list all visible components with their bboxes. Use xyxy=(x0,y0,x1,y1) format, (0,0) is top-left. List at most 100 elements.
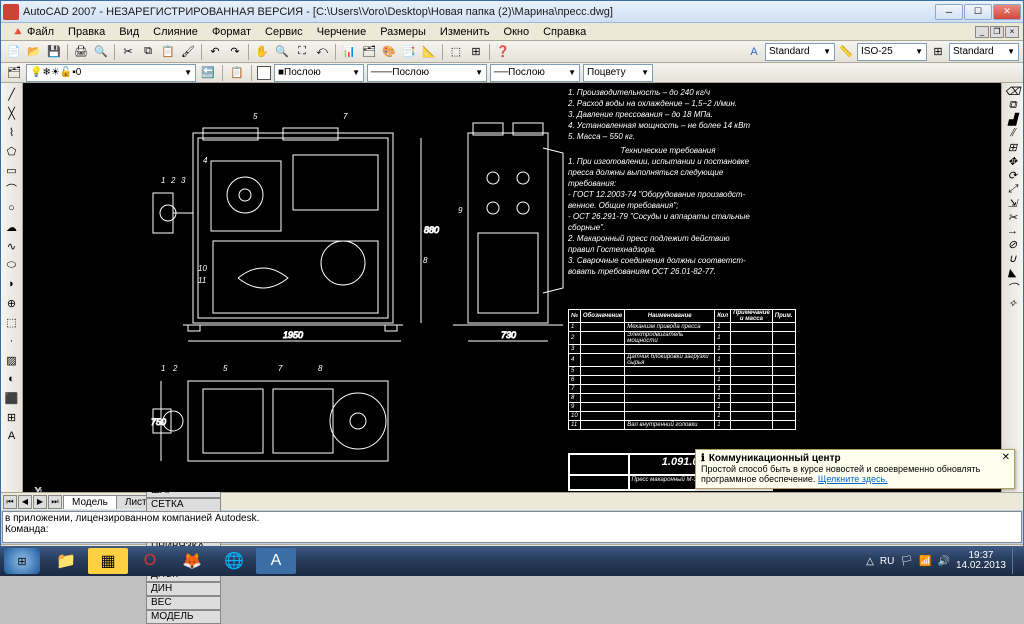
pan-icon[interactable]: ✋ xyxy=(253,43,271,61)
tbl-combo[interactable]: Standard▼ xyxy=(949,43,1019,61)
menu-window[interactable]: Окно xyxy=(498,26,536,38)
tc-icon[interactable]: ▦ xyxy=(88,548,128,574)
mirror-icon[interactable]: ▟ xyxy=(1008,113,1016,126)
tray-net-icon[interactable]: 📶 xyxy=(919,556,931,567)
linetype-combo[interactable]: ─── Послою▼ xyxy=(367,64,487,82)
minimize-button[interactable]: ─ xyxy=(935,4,963,20)
show-desktop-button[interactable] xyxy=(1012,548,1020,574)
menu-dim[interactable]: Размеры xyxy=(374,26,432,38)
tray-up-icon[interactable]: △ xyxy=(866,556,874,567)
menu-file[interactable]: Файл xyxy=(21,26,60,38)
dim-combo[interactable]: ISO-25▼ xyxy=(857,43,927,61)
mtext-icon[interactable]: A xyxy=(3,427,21,445)
extend-icon[interactable]: → xyxy=(1007,225,1018,237)
explode-icon[interactable]: ✧ xyxy=(1008,297,1017,310)
tab-model[interactable]: Модель xyxy=(63,495,117,509)
notif-close-button[interactable]: ✕ xyxy=(1002,452,1010,463)
ellipse-icon[interactable]: ⬭ xyxy=(3,256,21,274)
layer-state-icon[interactable]: 📋 xyxy=(228,64,246,82)
print-icon[interactable]: 🖨 xyxy=(72,43,90,61)
opera-icon[interactable]: O xyxy=(130,548,170,574)
zoomprev-icon[interactable]: ⤺ xyxy=(313,43,331,61)
stretch-icon[interactable]: ⇲ xyxy=(1008,197,1017,210)
table-icon[interactable]: ⊞ xyxy=(467,43,485,61)
revcloud-icon[interactable]: ☁ xyxy=(3,218,21,236)
redo-icon[interactable]: ↷ xyxy=(226,43,244,61)
spline-icon[interactable]: ∿ xyxy=(3,237,21,255)
tab-next-button[interactable]: ▶ xyxy=(33,495,47,509)
close-button[interactable]: ✕ xyxy=(993,4,1021,20)
dc-icon[interactable]: 🗂 xyxy=(360,43,378,61)
mk-icon[interactable]: 📐 xyxy=(420,43,438,61)
array-icon[interactable]: ⊞ xyxy=(1008,141,1017,154)
zoom-icon[interactable]: 🔍 xyxy=(273,43,291,61)
new-icon[interactable]: 📄 xyxy=(5,43,23,61)
circle-icon[interactable]: ○ xyxy=(3,199,21,217)
doc-restore-button[interactable]: ❐ xyxy=(990,26,1004,38)
move-icon[interactable]: ✥ xyxy=(1008,155,1017,168)
arc-icon[interactable]: ⌒ xyxy=(3,180,21,198)
zoomwin-icon[interactable]: ⛶ xyxy=(293,43,311,61)
help-icon[interactable]: ❓ xyxy=(494,43,512,61)
tablestyle-icon[interactable]: ⊞ xyxy=(929,43,947,61)
preview-icon[interactable]: 🔍 xyxy=(92,43,110,61)
mkblock-icon[interactable]: ⬚ xyxy=(3,313,21,331)
table2-icon[interactable]: ⊞ xyxy=(3,408,21,426)
autocad-task-icon[interactable]: A xyxy=(256,548,296,574)
tp-icon[interactable]: 🎨 xyxy=(380,43,398,61)
cut-icon[interactable]: ✂ xyxy=(119,43,137,61)
trim-icon[interactable]: ✂ xyxy=(1008,211,1017,224)
menu-edit[interactable]: Правка xyxy=(62,26,111,38)
chamfer-icon[interactable]: ◣ xyxy=(1008,266,1016,279)
paste-icon[interactable]: 📋 xyxy=(159,43,177,61)
menu-tools[interactable]: Сервис xyxy=(259,26,309,38)
save-icon[interactable]: 💾 xyxy=(45,43,63,61)
join-icon[interactable]: ∪ xyxy=(1008,252,1016,265)
color-combo[interactable]: ■ Послою▼ xyxy=(274,64,364,82)
tray-vol-icon[interactable]: 🔊 xyxy=(937,556,949,567)
line-icon[interactable]: ╱ xyxy=(3,85,21,103)
plotstyle-combo[interactable]: Поцвету▼ xyxy=(583,64,653,82)
match-icon[interactable]: 🖌 xyxy=(179,43,197,61)
open-icon[interactable]: 📂 xyxy=(25,43,43,61)
undo-icon[interactable]: ↶ xyxy=(206,43,224,61)
polygon-icon[interactable]: ⬠ xyxy=(3,142,21,160)
rect-icon[interactable]: ▭ xyxy=(3,161,21,179)
point-icon[interactable]: · xyxy=(3,332,21,350)
lineweight-combo[interactable]: ── Послою▼ xyxy=(490,64,580,82)
scale-icon[interactable]: ⤢ xyxy=(1008,183,1017,196)
command-line[interactable]: в приложении, лицензированном компанией … xyxy=(2,511,1022,543)
menu-help[interactable]: Справка xyxy=(537,26,592,38)
xline-icon[interactable]: ╳ xyxy=(3,104,21,122)
menu-modify[interactable]: Изменить xyxy=(434,26,496,38)
tab-prev-button[interactable]: ◀ xyxy=(18,495,32,509)
notif-link[interactable]: Щелкните здесь. xyxy=(818,474,888,484)
tab-last-button[interactable]: ⏭ xyxy=(48,495,62,509)
drawing-canvas[interactable]: 1950 880 730 750 123 457 1011 xyxy=(23,83,1001,492)
fillet-icon[interactable]: ⌒ xyxy=(1007,280,1018,296)
lang-indicator[interactable]: RU xyxy=(880,556,894,567)
layer-prev-icon[interactable]: 🔙 xyxy=(199,64,217,82)
copy2-icon[interactable]: ⧉ xyxy=(1009,99,1017,112)
maximize-button[interactable]: ☐ xyxy=(964,4,992,20)
status-модель[interactable]: МОДЕЛЬ xyxy=(146,610,221,624)
style-combo[interactable]: Standard▼ xyxy=(765,43,835,61)
offset-icon[interactable]: ⫽ xyxy=(1010,127,1015,140)
status-дин[interactable]: ДИН xyxy=(146,582,221,596)
earc-icon[interactable]: ◗ xyxy=(3,275,21,293)
menu-draw[interactable]: Черчение xyxy=(311,26,373,38)
hatch-icon[interactable]: ▨ xyxy=(3,351,21,369)
copy-icon[interactable]: ⧉ xyxy=(139,43,157,61)
break-icon[interactable]: ⊘ xyxy=(1008,238,1017,251)
pline-icon[interactable]: ⌇ xyxy=(3,123,21,141)
grad-icon[interactable]: ◐ xyxy=(3,370,21,388)
doc-min-button[interactable]: _ xyxy=(975,26,989,38)
tray-flag-icon[interactable]: 🏳 xyxy=(900,556,913,567)
dimstyle-icon[interactable]: 📏 xyxy=(837,43,855,61)
props-icon[interactable]: 📊 xyxy=(340,43,358,61)
clock-date[interactable]: 14.02.2013 xyxy=(956,561,1006,571)
explorer-icon[interactable]: 📁 xyxy=(46,548,86,574)
textstyle-icon[interactable]: A xyxy=(745,43,763,61)
layer-mgr-icon[interactable]: 🗂 xyxy=(5,64,23,82)
chrome-icon[interactable]: 🌐 xyxy=(214,548,254,574)
